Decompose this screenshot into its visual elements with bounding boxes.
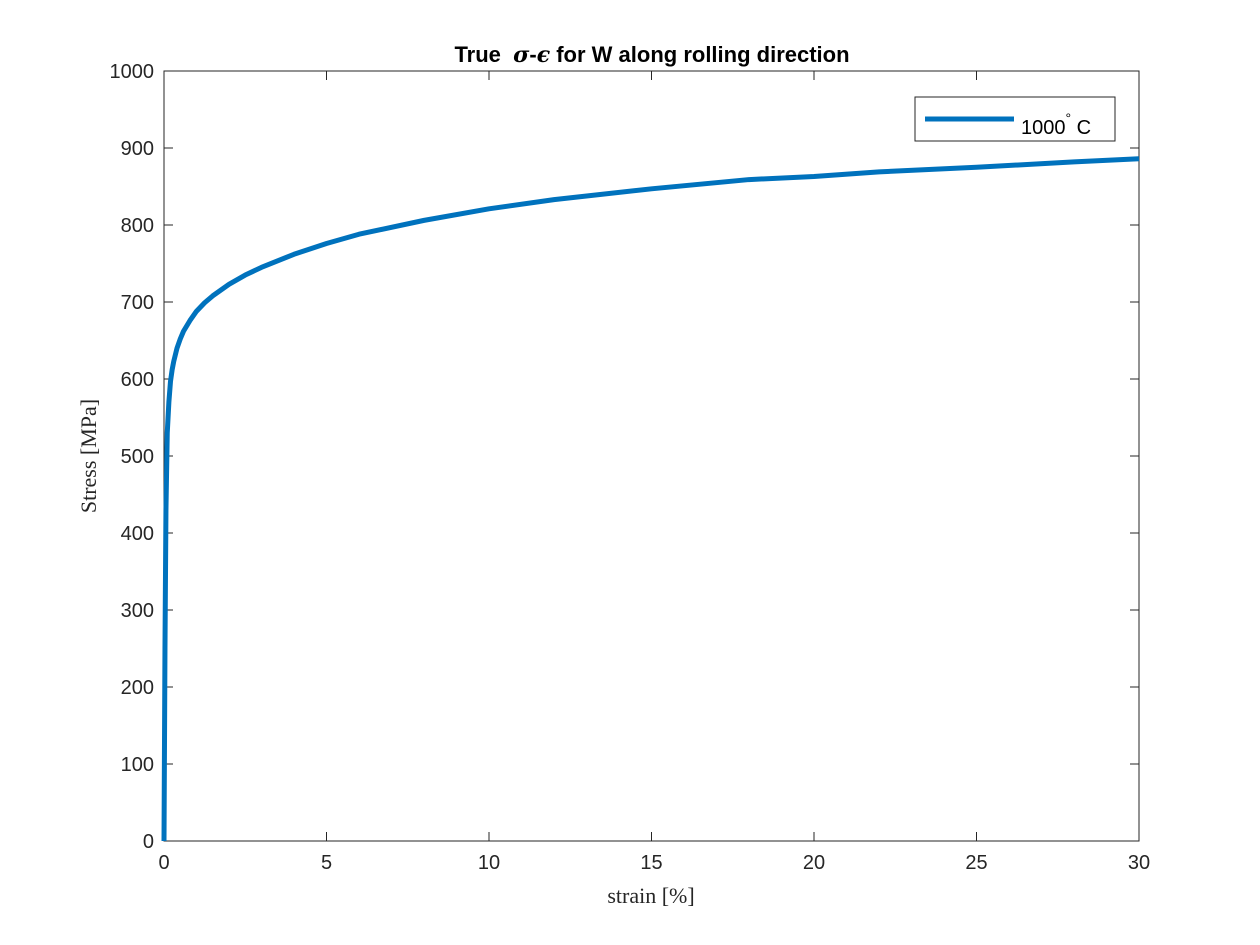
x-tick-label: 5 xyxy=(321,852,332,874)
x-tick-label: 25 xyxy=(965,852,987,874)
y-tick-label: 900 xyxy=(121,138,154,160)
legend-label: 1000° C xyxy=(1021,110,1091,139)
title-prefix: True xyxy=(454,42,513,67)
y-tick-label: 1000 xyxy=(110,61,155,83)
y-tick-label: 0 xyxy=(143,831,154,853)
y-tick-label: 800 xyxy=(121,215,154,237)
x-tick-label: 10 xyxy=(478,852,500,874)
y-tick-label: 100 xyxy=(121,754,154,776)
chart-title: True σ-ϵ for W along rolling direction xyxy=(454,42,849,68)
y-tick-label: 700 xyxy=(121,292,154,314)
legend-label-unit: C xyxy=(1071,117,1091,139)
legend: 1000° C xyxy=(914,96,1116,142)
y-tick-label: 400 xyxy=(121,523,154,545)
y-axis-title: Stress [MPa] xyxy=(76,399,101,513)
y-tick-label: 300 xyxy=(121,600,154,622)
series-line-1000c xyxy=(161,156,1140,842)
y-tick-label: 500 xyxy=(121,446,154,468)
y-tick-label: 200 xyxy=(121,677,154,699)
y-axis: 0 100 200 300 400 500 600 700 800 900 1000 xyxy=(110,61,1139,853)
legend-label-degree: ° xyxy=(1066,110,1072,126)
x-tick-label: 15 xyxy=(640,852,662,874)
x-axis-title: strain [%] xyxy=(607,883,694,908)
title-suffix: for W along rolling direction xyxy=(550,42,849,67)
x-tick-label: 0 xyxy=(158,852,169,874)
title-epsilon: ϵ xyxy=(537,42,551,68)
x-tick-label: 20 xyxy=(803,852,825,874)
plot-area xyxy=(163,70,1140,842)
x-axis: 0 5 10 15 20 25 30 xyxy=(158,71,1150,874)
x-tick-label: 30 xyxy=(1128,852,1150,874)
legend-label-number: 1000 xyxy=(1021,117,1066,139)
y-tick-label: 600 xyxy=(121,369,154,391)
title-sigma: σ xyxy=(513,42,530,68)
title-dash: - xyxy=(529,42,536,67)
